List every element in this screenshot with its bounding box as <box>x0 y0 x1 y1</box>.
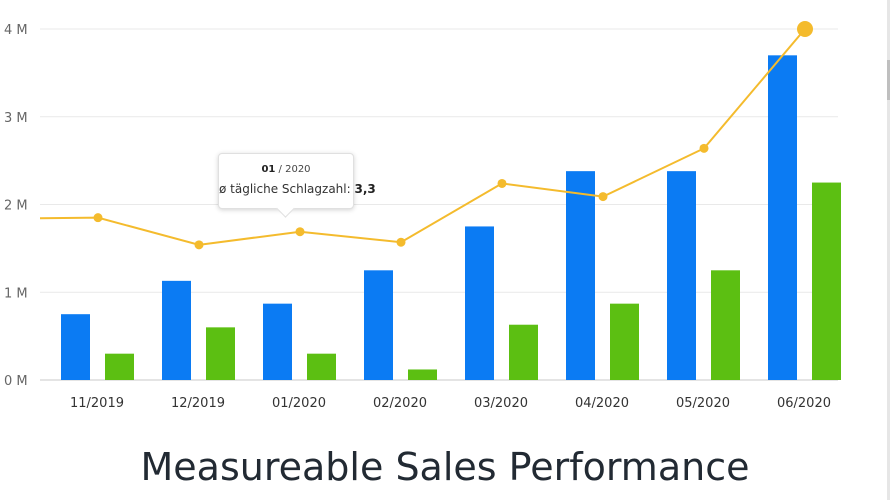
x-axis-ticks: 11/2019 12/2019 01/2020 02/2020 03/2020 04/20… <box>70 396 831 411</box>
bar-series-2[interactable] <box>509 324 538 380</box>
tooltip: 01 / 2020 ø tägliche Schlagzahl: 3,3 <box>218 153 376 209</box>
bar-series-2[interactable] <box>812 182 841 380</box>
line-point[interactable] <box>396 237 406 247</box>
bar-series-1[interactable] <box>364 270 393 380</box>
bar-series-1[interactable] <box>566 171 595 380</box>
bar-series-1[interactable] <box>162 280 191 380</box>
line-point[interactable] <box>497 178 507 188</box>
line-point[interactable] <box>699 143 709 153</box>
bars <box>61 55 841 380</box>
line-point[interactable] <box>295 227 305 237</box>
bar-series-1[interactable] <box>465 226 494 380</box>
line-point[interactable] <box>194 240 204 250</box>
trend-line <box>39 21 813 250</box>
bar-series-1[interactable] <box>263 303 292 380</box>
x-tick-label: 03/2020 <box>474 396 528 411</box>
x-tick-label: 04/2020 <box>575 396 629 411</box>
x-tick-label: 05/2020 <box>676 396 730 411</box>
x-tick-label: 06/2020 <box>777 396 831 411</box>
y-tick-label: 2 M <box>4 199 28 214</box>
bar-series-2[interactable] <box>711 270 740 380</box>
headline: Measureable Sales Performance <box>140 445 750 489</box>
y-tick-label: 0 M <box>4 374 28 389</box>
y-tick-label: 3 M <box>4 111 28 126</box>
y-tick-label: 4 M <box>4 23 28 38</box>
tooltip-month: 01 <box>261 164 276 175</box>
bar-series-2[interactable] <box>105 353 134 380</box>
tooltip-metric: ø tägliche Schlagzahl: 3,3 <box>219 182 376 196</box>
bar-series-1[interactable] <box>768 55 797 380</box>
tooltip-label: ø tägliche Schlagzahl: <box>219 182 351 196</box>
line-point[interactable] <box>598 192 608 202</box>
x-tick-label: 12/2019 <box>171 396 225 411</box>
bar-series-1[interactable] <box>667 171 696 380</box>
line-point[interactable] <box>93 213 103 223</box>
bar-series-2[interactable] <box>206 327 235 380</box>
tooltip-value: 3,3 <box>354 182 376 196</box>
bar-series-1[interactable] <box>61 314 90 380</box>
line-point-highlight[interactable] <box>797 21 813 37</box>
scrollbar-thumb[interactable] <box>887 60 890 100</box>
x-tick-label: 11/2019 <box>70 396 124 411</box>
x-tick-label: 01/2020 <box>272 396 326 411</box>
combo-chart: 0 M 1 M 2 M 3 M 4 M 11/2019 12/2019 01/2020 02/… <box>4 21 841 411</box>
y-axis-ticks: 0 M 1 M 2 M 3 M 4 M <box>4 23 28 389</box>
y-tick-label: 1 M <box>4 286 28 301</box>
bar-series-2[interactable] <box>610 303 639 380</box>
scrollbar-track[interactable] <box>887 0 890 500</box>
bar-series-2[interactable] <box>307 353 336 380</box>
x-tick-label: 02/2020 <box>373 396 427 411</box>
tooltip-date: 01 / 2020 <box>219 163 353 176</box>
bar-series-2[interactable] <box>408 369 437 380</box>
tooltip-year: / 2020 <box>278 164 311 175</box>
